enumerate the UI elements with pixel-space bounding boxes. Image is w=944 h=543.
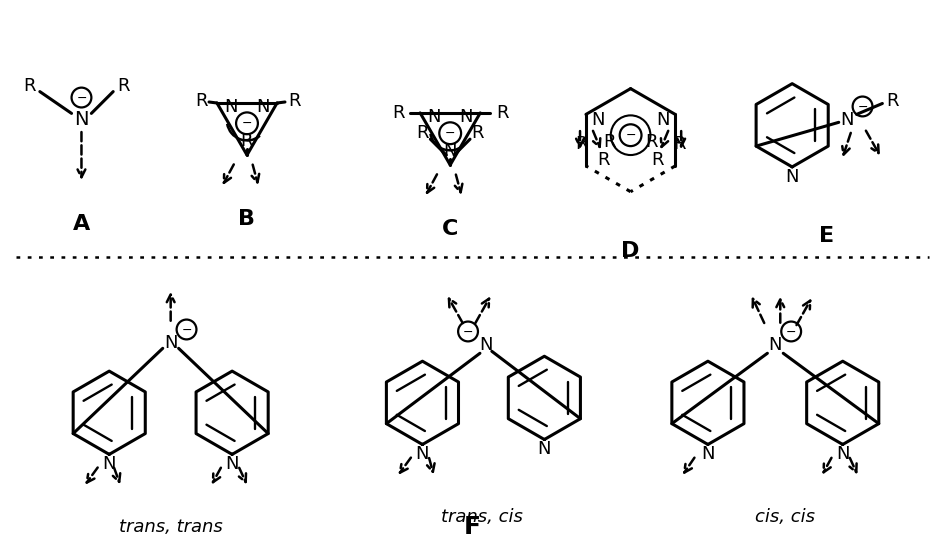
Text: −: − — [76, 92, 87, 105]
Text: R: R — [241, 132, 253, 150]
Text: R: R — [597, 151, 610, 169]
Text: R: R — [650, 151, 663, 169]
Text: N: N — [591, 111, 604, 129]
Text: R: R — [645, 133, 657, 151]
Text: N: N — [479, 336, 492, 355]
Text: N: N — [163, 334, 177, 352]
Text: trans, cis: trans, cis — [441, 508, 522, 526]
Text: N: N — [256, 98, 270, 116]
Text: trans, trans: trans, trans — [119, 517, 223, 536]
Text: −: − — [856, 100, 867, 113]
Text: R: R — [288, 92, 301, 110]
Text: R: R — [415, 124, 429, 142]
Text: R: R — [194, 92, 207, 110]
Text: −: − — [181, 324, 192, 337]
Text: C: C — [442, 219, 458, 239]
Text: R: R — [117, 77, 129, 94]
Text: −: − — [445, 127, 455, 140]
Text: N: N — [459, 108, 473, 126]
Text: E: E — [818, 226, 834, 247]
Text: N: N — [537, 440, 550, 458]
Text: N: N — [102, 455, 116, 473]
Text: F: F — [463, 515, 480, 539]
Text: R: R — [471, 124, 483, 142]
Text: N: N — [427, 108, 440, 126]
Text: A: A — [73, 214, 90, 235]
Text: N: N — [75, 110, 89, 129]
Text: R: R — [24, 77, 36, 94]
Text: −: − — [625, 129, 635, 142]
Text: N: N — [443, 142, 457, 160]
Text: N: N — [767, 336, 782, 355]
Text: −: − — [785, 325, 796, 338]
Text: N: N — [835, 445, 849, 463]
Text: N: N — [700, 445, 714, 463]
Text: N: N — [415, 445, 429, 463]
Text: N: N — [839, 111, 852, 129]
Text: −: − — [242, 117, 252, 130]
Text: D: D — [621, 241, 639, 261]
Text: R: R — [392, 104, 404, 122]
Text: B: B — [238, 210, 255, 230]
Text: R: R — [672, 135, 684, 153]
Text: N: N — [224, 98, 237, 116]
Text: R: R — [885, 92, 898, 110]
Text: R: R — [496, 104, 508, 122]
Text: cis, cis: cis, cis — [754, 508, 815, 526]
Text: R: R — [603, 133, 615, 151]
Text: N: N — [656, 111, 669, 129]
Text: R: R — [575, 135, 587, 153]
Text: −: − — [463, 325, 473, 338]
Text: N: N — [784, 168, 798, 186]
Text: N: N — [225, 455, 239, 473]
